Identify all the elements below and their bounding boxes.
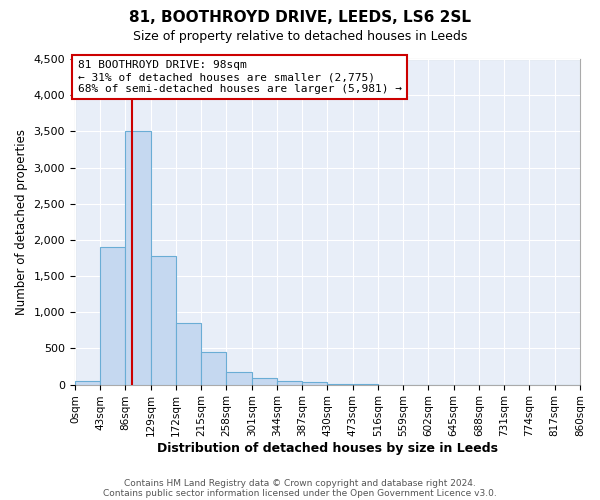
Text: Size of property relative to detached houses in Leeds: Size of property relative to detached ho… [133,30,467,43]
Bar [201,352,226,384]
Text: 81 BOOTHROYD DRIVE: 98sqm
← 31% of detached houses are smaller (2,775)
68% of se: 81 BOOTHROYD DRIVE: 98sqm ← 31% of detac… [78,60,402,94]
Bar [277,380,302,384]
Y-axis label: Number of detached properties: Number of detached properties [15,129,28,315]
Bar [226,372,251,384]
Bar [251,378,277,384]
Bar [151,256,176,384]
X-axis label: Distribution of detached houses by size in Leeds: Distribution of detached houses by size … [157,442,498,455]
Bar [125,132,151,384]
Bar [176,323,201,384]
Bar [75,381,100,384]
Text: Contains HM Land Registry data © Crown copyright and database right 2024.: Contains HM Land Registry data © Crown c… [124,478,476,488]
Text: Contains public sector information licensed under the Open Government Licence v3: Contains public sector information licen… [103,488,497,498]
Bar [302,382,328,384]
Text: 81, BOOTHROYD DRIVE, LEEDS, LS6 2SL: 81, BOOTHROYD DRIVE, LEEDS, LS6 2SL [129,10,471,25]
Bar [100,247,125,384]
